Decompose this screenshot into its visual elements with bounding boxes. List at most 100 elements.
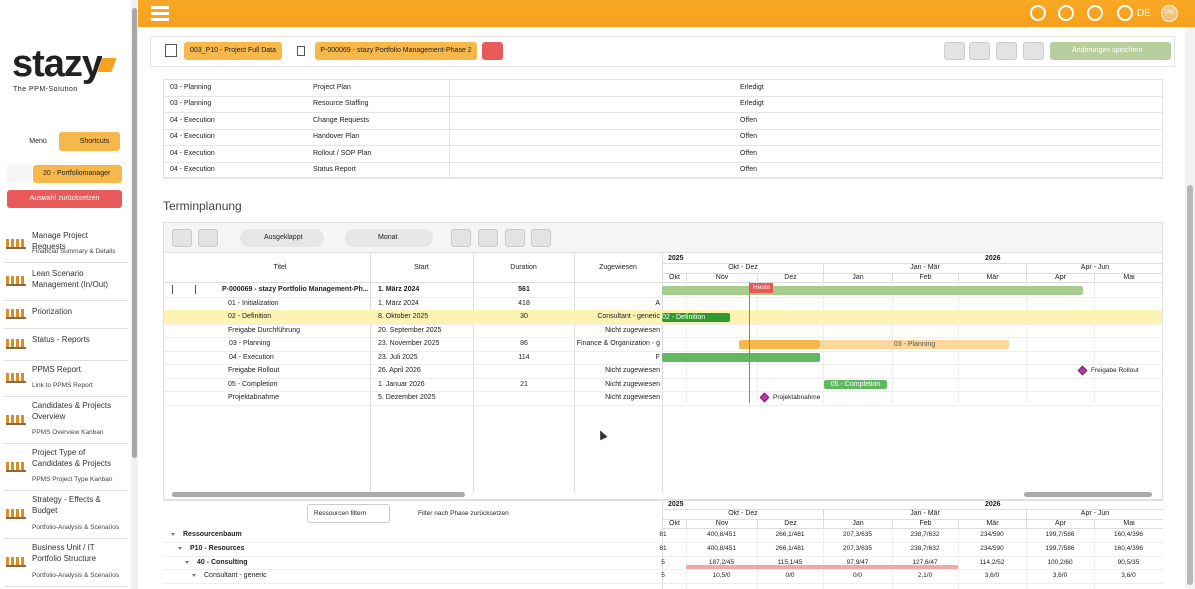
resource-panel <box>163 500 1163 589</box>
resource-value: 207,3/635 <box>843 544 872 552</box>
row-title: 02 - Definition <box>228 313 272 320</box>
project-data-button[interactable]: 003_P10 - Project Full Data <box>184 42 282 60</box>
nav-separator[interactable] <box>4 490 128 491</box>
nav-subtitle[interactable]: Link to PPMS Report <box>32 382 93 389</box>
nav-separator[interactable] <box>4 586 128 587</box>
section-title: Terminplanung <box>163 199 242 213</box>
row-start: 20. September 2025 <box>378 326 442 334</box>
row-line <box>163 323 1163 325</box>
nav-item[interactable]: Lean Scenario Management (In/Out) <box>32 269 109 289</box>
nav-icon[interactable] <box>6 557 26 567</box>
year-label: 2025 <box>668 255 684 262</box>
nav-separator[interactable] <box>4 328 128 329</box>
row-assigned: A <box>655 299 660 307</box>
nav-icon[interactable] <box>6 239 26 249</box>
nav-separator[interactable] <box>4 538 128 539</box>
toolbar-button[interactable] <box>505 229 525 247</box>
toolbar-button[interactable] <box>478 229 498 247</box>
page-scroll-thumb <box>1187 185 1193 585</box>
reset-filter-button[interactable]: Filter nach Phase zurücksetzen <box>418 510 509 517</box>
resource-value: 207,3/635 <box>843 531 872 538</box>
resource-value: 0/0 <box>852 572 863 580</box>
nav-item[interactable]: Status - Reports <box>32 335 90 344</box>
month-grid <box>958 528 959 589</box>
row-line <box>163 555 1163 557</box>
role-button[interactable]: 20 - Portfoliomanager <box>33 165 122 183</box>
column-divider <box>574 254 575 492</box>
toolbar-button[interactable] <box>451 229 471 247</box>
milestone-label: Projektabnahme <box>773 394 821 401</box>
resource-value: 90,5/35 <box>1117 558 1140 566</box>
save-button[interactable]: Änderungen speichern <box>1050 42 1171 60</box>
shortcuts-button[interactable]: Shortcuts <box>59 132 120 151</box>
month-label: Mai <box>1094 518 1163 528</box>
doc-icon <box>297 46 305 56</box>
row-line <box>163 96 1163 97</box>
nav-icon[interactable] <box>6 339 26 349</box>
month-label: Dez <box>757 272 823 282</box>
quarter-label: Jan - Mär <box>823 509 1026 519</box>
tree-item: P10 - Resources <box>190 544 245 552</box>
column-header: Zugewiesen <box>599 264 637 271</box>
action-button[interactable] <box>944 42 965 60</box>
toolbar-button[interactable] <box>198 229 218 247</box>
nav-icon[interactable] <box>6 461 26 472</box>
nav-subtitle[interactable]: PPMS Overview Kanban <box>32 429 104 436</box>
resource-value: 266,1/481 <box>775 544 805 552</box>
row-line <box>163 296 1163 298</box>
month-grid <box>1026 528 1027 589</box>
nav-item[interactable]: Project Type of Candidates & Projects <box>32 448 112 468</box>
table-cell: Offen <box>740 166 757 173</box>
resource-value: 2,1/0 <box>917 572 933 580</box>
nav-separator[interactable] <box>4 360 128 361</box>
delete-button[interactable] <box>482 42 503 60</box>
nav-item[interactable]: Candidates & Projects Overview <box>32 401 112 421</box>
resource-value: 160,4/396 <box>1114 544 1143 552</box>
phase-bar: 02 - Definition <box>662 312 730 322</box>
nav-item[interactable]: Manage Project Requests <box>32 231 89 251</box>
project-button[interactable]: P-000069 - stazy Portfolio Management-Ph… <box>315 42 477 60</box>
nav-icon[interactable] <box>6 373 26 383</box>
nav-separator[interactable] <box>4 396 128 397</box>
header-row-line <box>662 281 1163 283</box>
nav-item[interactable]: Business Unit / IT Portfolio Structure <box>32 543 97 563</box>
resource-value: 234/590 <box>980 531 1004 538</box>
month-label: Dez <box>757 518 823 528</box>
row-start: 1. Januar 2026 <box>378 380 425 388</box>
action-button[interactable] <box>1023 42 1044 60</box>
tree-caret <box>185 560 189 564</box>
nav-icon[interactable] <box>6 509 26 519</box>
row-duration: 114 <box>518 353 530 361</box>
row-duration: 86 <box>520 340 528 347</box>
row-line <box>163 364 1163 365</box>
quarter-label: Apr - Jun <box>1026 509 1163 519</box>
row-assigned: F <box>655 353 660 361</box>
nav-subtitle[interactable]: Portfolio-Analysis & Scenarios <box>32 524 120 531</box>
nav-subtitle[interactable]: Financial Summary & Details <box>32 248 116 255</box>
action-button[interactable] <box>969 42 990 60</box>
table-cell: 04 - Execution <box>170 116 215 124</box>
table-cell: Status Report <box>313 166 356 173</box>
nav-icon[interactable] <box>6 276 26 286</box>
nav-item[interactable]: PPMS Report <box>32 365 81 374</box>
toolbar-button[interactable] <box>531 229 551 247</box>
reset-button[interactable]: Auswahl zurücksetzen <box>7 190 122 208</box>
nav-separator[interactable] <box>4 262 128 263</box>
nav-icon[interactable] <box>6 414 26 425</box>
summary-bar <box>662 285 1083 295</box>
row-duration: 21 <box>520 380 528 388</box>
menu-button[interactable]: Menü <box>8 132 58 151</box>
nav-item[interactable]: Priorization <box>32 307 73 316</box>
nav-item[interactable]: Strategy - Effects & Budget <box>32 495 101 515</box>
nav-subtitle[interactable]: Portfolio-Analysis & Scenarios <box>32 572 120 579</box>
nav-separator[interactable] <box>4 443 128 444</box>
tree-caret <box>178 546 182 550</box>
nav-icon[interactable] <box>6 309 26 319</box>
toolbar-button[interactable] <box>172 229 192 247</box>
table-cell: Resource Staffing <box>313 100 369 108</box>
nav-subtitle[interactable]: PPMS Project Type Kanban <box>32 476 113 483</box>
action-button[interactable] <box>996 42 1017 60</box>
nav-separator[interactable] <box>4 300 128 301</box>
row-line <box>163 178 1163 179</box>
quarter-label: Jan - Mär <box>823 263 1026 273</box>
